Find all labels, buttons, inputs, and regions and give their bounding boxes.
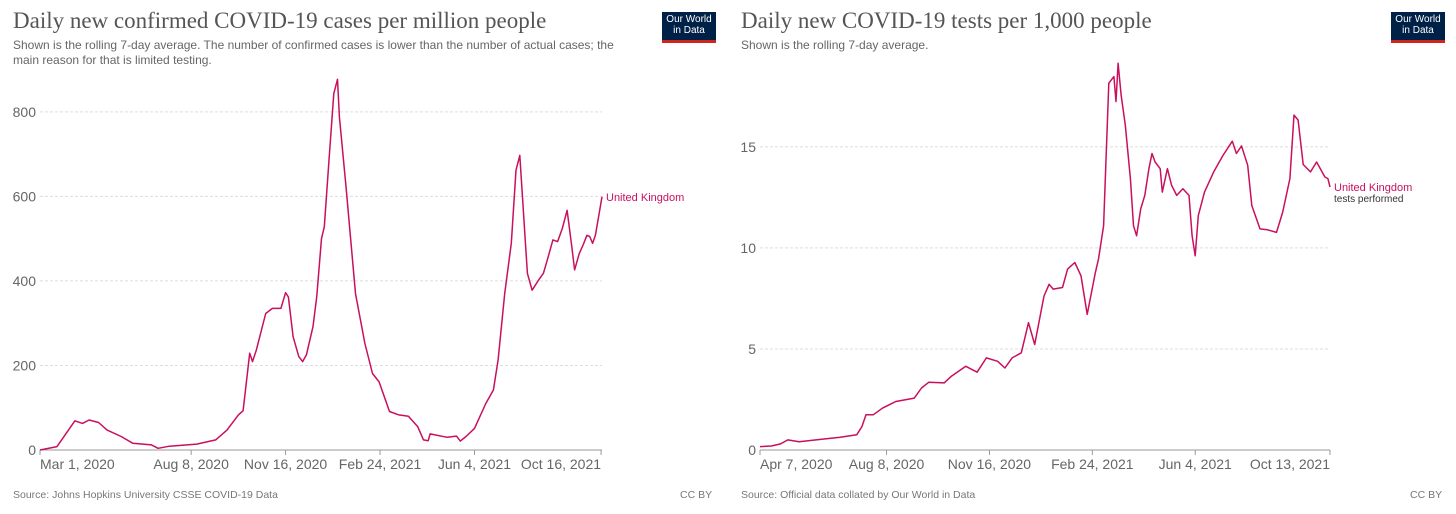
y-tick-label: 5 [748, 341, 756, 357]
x-tick-label: Feb 24, 2021 [339, 456, 422, 472]
series-sublabel: tests performed [1334, 194, 1403, 205]
tests-chart: 0 5 10 15 Apr 7, 2020 Aug 8, 2020 Nov 16, 2020… [740, 62, 1412, 472]
y-tick-label: 0 [748, 442, 756, 458]
owid-logo[interactable]: Our World in Data [1391, 12, 1445, 43]
x-tick-label: Feb 24, 2021 [1051, 456, 1134, 472]
y-tick-label: 400 [13, 273, 37, 289]
logo-text: Our World [666, 14, 712, 25]
x-tick-label: Apr 7, 2020 [760, 456, 833, 472]
chart-title: Daily new COVID-19 tests per 1,000 peopl… [741, 8, 1152, 33]
license-link[interactable]: CC BY [680, 489, 713, 501]
logo-text: in Data [673, 25, 705, 36]
x-tick-label: Nov 16, 2020 [948, 456, 1031, 472]
logo-text: Our World [1395, 14, 1441, 25]
x-tick-label: Oct 16, 2021 [521, 456, 601, 472]
y-tick-label: 200 [13, 357, 37, 373]
x-tick-label: Jun 4, 2021 [1159, 456, 1232, 472]
license-link[interactable]: CC BY [1410, 489, 1443, 501]
source-note[interactable]: Source: Johns Hopkins University CSSE CO… [13, 489, 278, 501]
x-tick-label: Nov 16, 2020 [244, 456, 327, 472]
x-tick-label: Oct 13, 2021 [1250, 456, 1330, 472]
series-label: United Kingdom [606, 192, 684, 204]
y-tick-label: 10 [740, 240, 756, 256]
chart-subtitle: Shown is the rolling 7-day average. [741, 38, 929, 52]
series-label: United Kingdom [1334, 182, 1412, 194]
logo-text: in Data [1402, 25, 1434, 36]
x-tick-label: Mar 1, 2020 [40, 456, 115, 472]
x-tick-label: Jun 4, 2021 [438, 456, 511, 472]
source-note[interactable]: Source: Official data collated by Our Wo… [741, 489, 976, 501]
y-tick-label: 600 [13, 188, 37, 204]
tests-chart-panel: Daily new COVID-19 tests per 1,000 peopl… [728, 0, 1456, 514]
y-tick-label: 0 [28, 442, 36, 458]
y-tick-label: 800 [13, 104, 37, 120]
x-tick-label: Aug 8, 2020 [153, 456, 229, 472]
series-line-united-kingdom [39, 78, 603, 451]
owid-logo[interactable]: Our World in Data [662, 12, 716, 43]
x-tick-label: Aug 8, 2020 [849, 456, 925, 472]
series-line-united-kingdom [759, 62, 1331, 448]
chart-subtitle: Shown is the rolling 7-day average. The … [13, 38, 614, 67]
y-tick-label: 15 [740, 139, 756, 155]
cases-chart-panel: Daily new confirmed COVID-19 cases per m… [13, 8, 716, 501]
cases-chart: 0 200 400 600 800 Mar 1, 2020 Aug 8, 2020 Nov 1… [13, 78, 684, 472]
chart-title: Daily new confirmed COVID-19 cases per m… [13, 8, 547, 33]
